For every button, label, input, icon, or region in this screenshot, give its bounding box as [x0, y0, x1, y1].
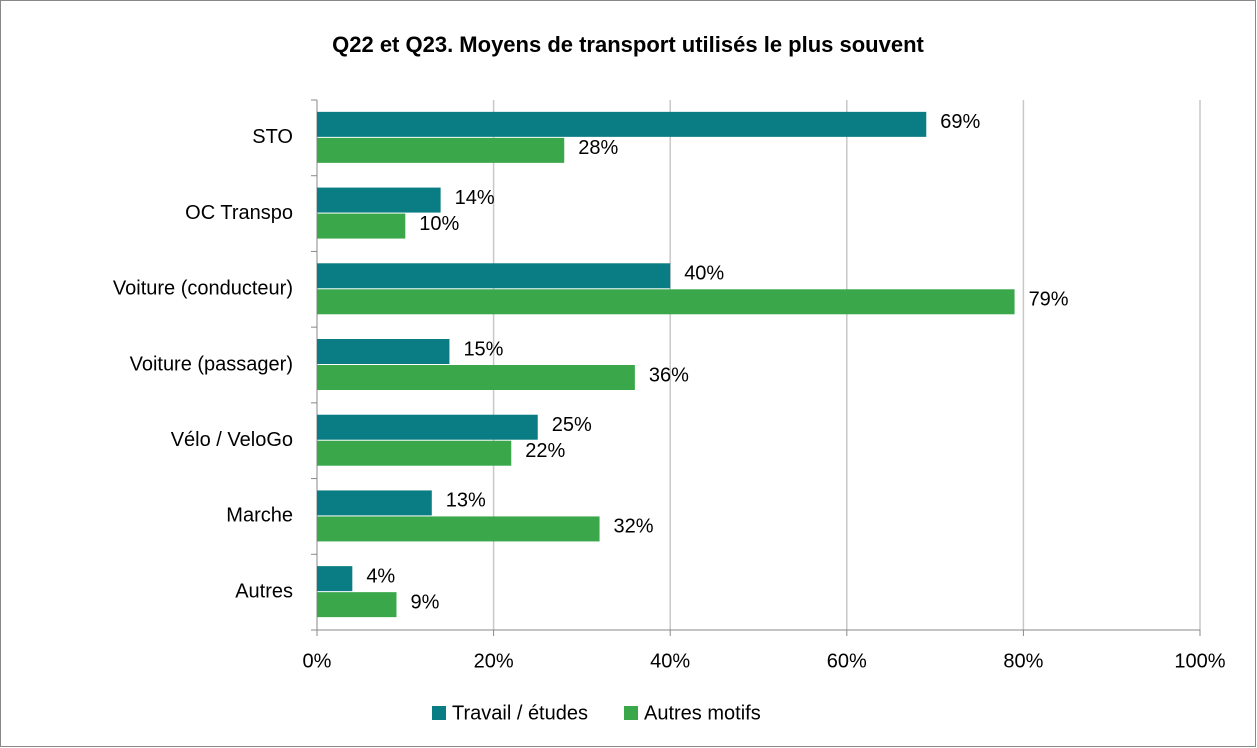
data-label: 28% [578, 137, 618, 159]
bar [317, 263, 671, 289]
legend-label: Travail / études [452, 702, 588, 724]
chart-title: Q22 et Q23. Moyens de transport utilisés… [332, 32, 924, 57]
legend-label: Autres motifs [644, 702, 761, 724]
y-tick-label: Voiture (passager) [130, 353, 293, 375]
data-label: 4% [366, 565, 395, 587]
bar [317, 111, 927, 137]
x-tick-label: 0% [303, 650, 332, 672]
data-label: 40% [684, 263, 724, 285]
bar [317, 289, 1015, 315]
bar [317, 592, 397, 618]
x-tick-label: 20% [474, 650, 514, 672]
x-tick-label: 100% [1174, 650, 1225, 672]
bar [317, 490, 432, 516]
legend-swatch [432, 706, 446, 720]
data-label: 14% [455, 187, 495, 209]
y-tick-label: Autres [235, 580, 293, 602]
data-label: 9% [410, 591, 439, 613]
data-label: 36% [649, 364, 689, 386]
y-tick-label: Vélo / VeloGo [171, 429, 293, 451]
data-label: 10% [419, 213, 459, 235]
bar [317, 137, 565, 163]
bar [317, 339, 450, 364]
data-label: 15% [463, 338, 503, 360]
bar [317, 566, 353, 592]
data-label: 69% [940, 111, 980, 133]
data-label: 32% [614, 516, 654, 538]
data-label: 22% [525, 440, 565, 462]
y-tick-label: Voiture (conducteur) [113, 278, 293, 300]
x-tick-label: 40% [650, 650, 690, 672]
bar [317, 414, 538, 440]
x-tick-label: 80% [1003, 650, 1043, 672]
bar [317, 516, 600, 542]
data-label: 79% [1029, 289, 1069, 311]
x-tick-label: 60% [827, 650, 867, 672]
bar [317, 365, 635, 390]
y-tick-label: OC Transpo [185, 202, 293, 224]
data-label: 13% [446, 490, 486, 512]
y-tick-label: Marche [226, 505, 293, 527]
bar [317, 187, 441, 213]
bar [317, 440, 512, 466]
y-tick-label: STO [252, 126, 293, 148]
bar [317, 213, 406, 239]
legend-swatch [624, 706, 638, 720]
data-label: 25% [552, 414, 592, 436]
